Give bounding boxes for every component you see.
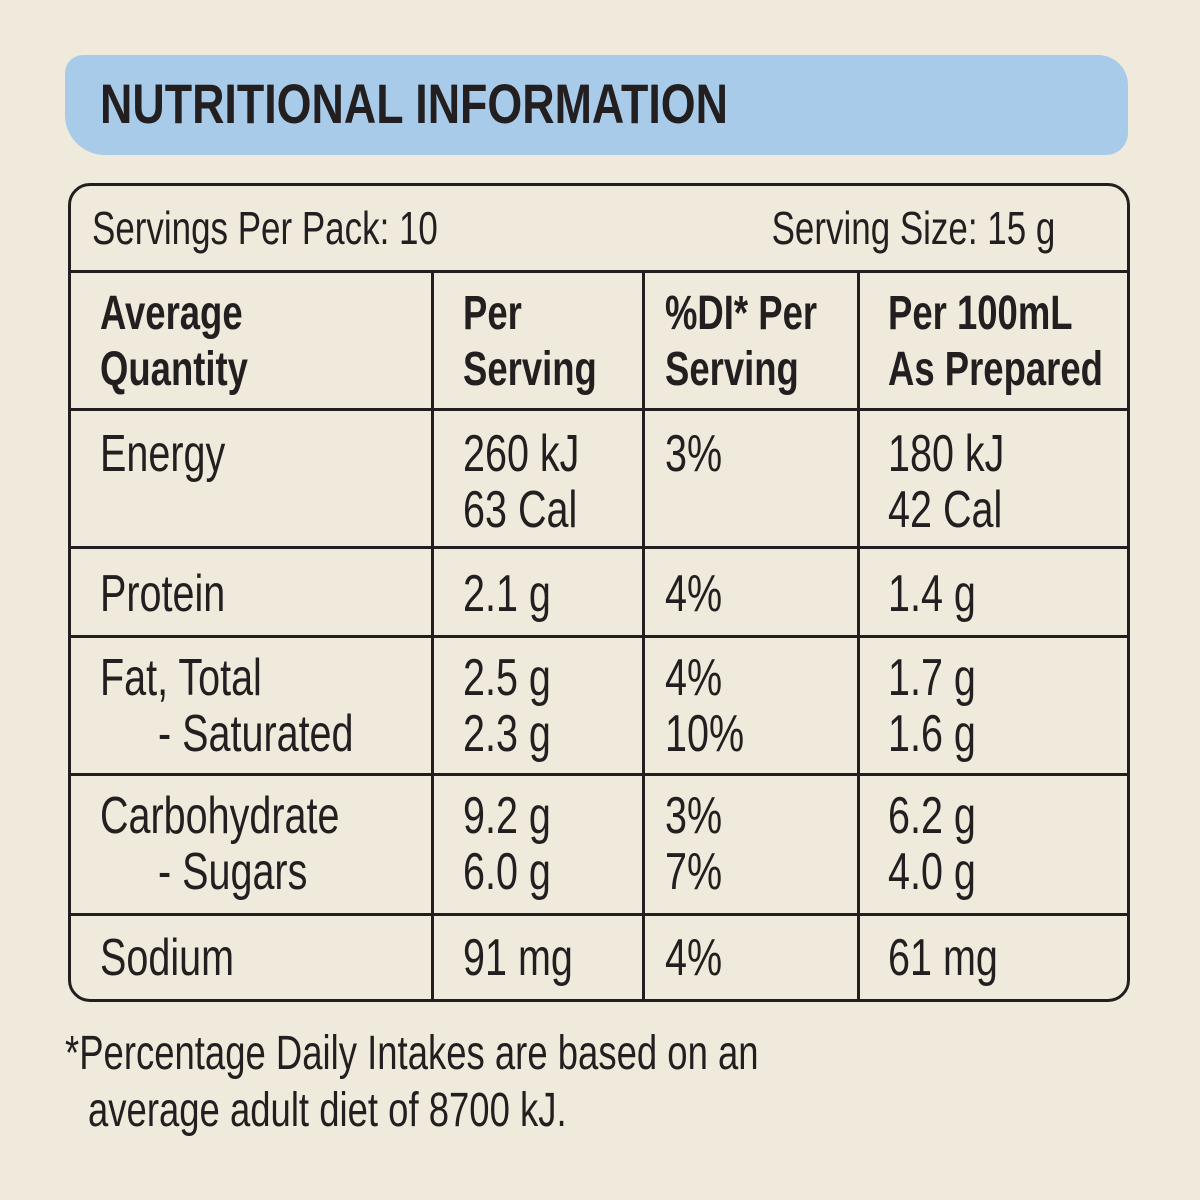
row-label: Carbohydrate (100, 787, 340, 845)
cell-value: 6.2 g (888, 787, 976, 845)
column-header: Per 100mL (888, 287, 1073, 340)
column-header: Quantity (100, 343, 248, 396)
cell-value: 10% (665, 705, 745, 763)
cell-value: 260 kJ (463, 425, 580, 483)
column-header: Average (100, 287, 243, 340)
cell-value: 1.6 g (888, 705, 976, 763)
cell-value: 42 Cal (888, 481, 1003, 539)
cell-value: 2.1 g (463, 565, 551, 623)
column-header: Per (463, 287, 522, 340)
cell-value: 180 kJ (888, 425, 1005, 483)
rule (431, 272, 434, 1002)
cell-value: 3% (665, 425, 723, 483)
cell-value: 63 Cal (463, 481, 578, 539)
cell-value: 4% (665, 929, 723, 987)
table-border (68, 183, 1130, 1002)
row-label: - Saturated (158, 705, 354, 763)
cell-value: 6.0 g (463, 843, 551, 901)
rule (642, 272, 645, 1002)
column-header: %DI* Per (665, 287, 818, 340)
rule (68, 546, 1130, 549)
footnote: *Percentage Daily Intakes are based on a… (65, 1027, 759, 1080)
cell-value: 2.3 g (463, 705, 551, 763)
serving-size: Serving Size: 15 g (771, 202, 1055, 254)
cell-value: 9.2 g (463, 787, 551, 845)
cell-value: 91 mg (463, 929, 573, 987)
rule (68, 773, 1130, 776)
rule (68, 913, 1130, 916)
column-header: Serving (463, 343, 597, 396)
row-label: Sodium (100, 929, 234, 987)
cell-value: 4% (665, 649, 723, 707)
cell-value: 3% (665, 787, 723, 845)
title-banner (65, 55, 1128, 155)
row-label: Energy (100, 425, 226, 483)
cell-value: 7% (665, 843, 723, 901)
rule (68, 270, 1130, 273)
cell-value: 1.7 g (888, 649, 976, 707)
row-label: Fat, Total (100, 649, 262, 707)
rule (68, 408, 1130, 411)
cell-value: 2.5 g (463, 649, 551, 707)
cell-value: 4% (665, 565, 723, 623)
rule (68, 635, 1130, 638)
column-header: As Prepared (888, 343, 1103, 396)
footnote: average adult diet of 8700 kJ. (88, 1084, 567, 1137)
cell-value: 1.4 g (888, 565, 976, 623)
row-label: - Sugars (158, 843, 308, 901)
column-header: Serving (665, 343, 799, 396)
servings-per-pack: Servings Per Pack: 10 (92, 202, 438, 254)
title: NUTRITIONAL INFORMATION (100, 72, 728, 135)
cell-value: 61 mg (888, 929, 998, 987)
cell-value: 4.0 g (888, 843, 976, 901)
row-label: Protein (100, 565, 226, 623)
rule (857, 272, 860, 1002)
